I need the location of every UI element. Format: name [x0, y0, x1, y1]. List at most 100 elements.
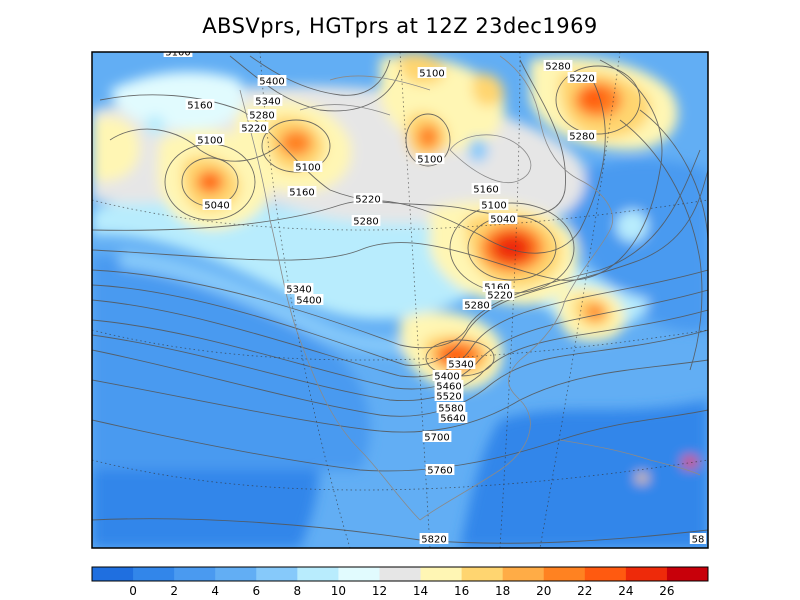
colorbar-swatch [215, 567, 257, 581]
contour-label: 5340 [255, 97, 280, 108]
contour-label: 5040 [490, 215, 515, 226]
colorbar-tick-label: 6 [252, 584, 260, 598]
colorbar-tick-label: 24 [618, 584, 633, 598]
parallel-3 [92, 459, 708, 491]
contour-label-bg [479, 199, 509, 210]
vorticity-band-8-10 [120, 250, 470, 355]
contour-label: 5100 [165, 48, 190, 59]
map-panel: 5100516051005040540053405280522051005160… [92, 48, 708, 548]
vorticity-spot-3 [616, 210, 648, 242]
colorbar-swatch [133, 567, 175, 581]
contour-label: 5160 [484, 283, 509, 294]
contour-label-bg [482, 281, 512, 292]
contour-label: 5160 [473, 185, 498, 196]
colorbar-tick-label: 14 [413, 584, 428, 598]
contour-label: 58 [692, 535, 705, 546]
vorticity-band-atlantic [560, 160, 708, 332]
contour-label-bg [422, 431, 452, 442]
vorticity-blob-northwest [92, 116, 140, 182]
contour-label: 5400 [296, 296, 321, 307]
colorbar-swatch [379, 567, 422, 581]
contour-label-bg [239, 122, 269, 133]
contour-label-bg [432, 370, 462, 381]
coastline-caribbean [559, 439, 701, 476]
contour-label: 5760 [427, 466, 452, 477]
contour-label-bg [247, 109, 277, 120]
contour-label: 5640 [440, 414, 465, 425]
contour-5580 [92, 309, 708, 402]
contour-label-bg [351, 215, 381, 226]
contour-label: 5280 [249, 111, 274, 122]
contour-label: 5460 [436, 382, 461, 393]
contour-atlantic-1 [619, 119, 703, 371]
colorbar-tick-label: 2 [170, 584, 178, 598]
contour-label-bg [446, 358, 476, 369]
contour-label: 5160 [289, 188, 314, 199]
contour-label: 5580 [438, 404, 463, 415]
contour-label: 5520 [436, 392, 461, 403]
contour-5100-arctic [405, 113, 451, 167]
contour-label: 5160 [187, 101, 212, 112]
contour-label-bg [689, 533, 707, 544]
contour-label-bg [419, 533, 449, 544]
contour-5700 [92, 359, 708, 433]
colorbar-swatch [666, 567, 709, 581]
contour-north-1 [229, 55, 401, 112]
contour-label: 5100 [417, 155, 442, 166]
colorbar-tick-label: 10 [331, 584, 346, 598]
contour-labels: 5100516051005040540053405280522051005160… [163, 48, 707, 546]
contour-label-bg [434, 390, 464, 401]
contour-5640 [92, 329, 708, 417]
contour-5280 [92, 59, 663, 281]
contour-label: 5820 [421, 535, 446, 546]
contour-label-bg [485, 289, 515, 300]
colorbar-swatch [502, 567, 545, 581]
colorbar-tick-label: 0 [129, 584, 137, 598]
colorbar: 0 2 4 6 8 10 12 14 16 18 20 22 24 26 [91, 566, 709, 598]
colorbar-swatch [297, 567, 339, 581]
contour-label-bg [353, 193, 383, 204]
contour-north-2 [249, 55, 391, 96]
colorbar-swatch [543, 567, 586, 581]
colorbar-tick-label: 22 [577, 584, 592, 598]
contour-label: 5100 [197, 136, 222, 147]
contour-label: 5280 [569, 132, 594, 143]
colorbar-swatch [174, 567, 216, 581]
vorticity-spot-5 [636, 473, 648, 483]
contour-label-bg [471, 183, 501, 194]
colorbar-swatch [625, 567, 668, 581]
vorticity-center-northeast [582, 88, 606, 108]
map-frame [91, 51, 709, 549]
contour-label-bg [425, 464, 455, 475]
vorticity-spot-4 [682, 456, 698, 468]
vorticity-spot-2 [468, 138, 488, 162]
coastlines [239, 55, 701, 521]
colorbar-swatch [256, 567, 298, 581]
vorticity-peak-east [585, 304, 605, 320]
contour-label-bg [287, 186, 317, 197]
contour-label-bg [257, 75, 287, 86]
contour-label-bg [195, 134, 225, 145]
contour-label-bg [202, 199, 232, 210]
meridian-4 [539, 52, 621, 548]
colorbar-swatch [461, 567, 504, 581]
meridian-2 [399, 52, 431, 548]
colorbar-tick-label: 4 [211, 584, 219, 598]
contour-label: 5040 [204, 201, 229, 212]
colorbar-tick-label: 16 [454, 584, 469, 598]
colorbar-swatch [420, 567, 463, 581]
vorticity-spot-1 [145, 115, 165, 135]
contour-5220 [92, 74, 606, 254]
contour-label-bg [294, 294, 324, 305]
contour-label: 5340 [448, 360, 473, 371]
contour-5160 [99, 59, 567, 217]
vorticity-band-0-2-east [460, 400, 708, 548]
contour-label: 5400 [259, 77, 284, 88]
parallel-1 [92, 199, 708, 231]
contour-label: 5100 [481, 201, 506, 212]
coastline-west [239, 89, 421, 521]
parallel-2 [92, 329, 708, 361]
vorticity-band-14-16 [110, 71, 243, 130]
contour-label: 5280 [545, 62, 570, 73]
